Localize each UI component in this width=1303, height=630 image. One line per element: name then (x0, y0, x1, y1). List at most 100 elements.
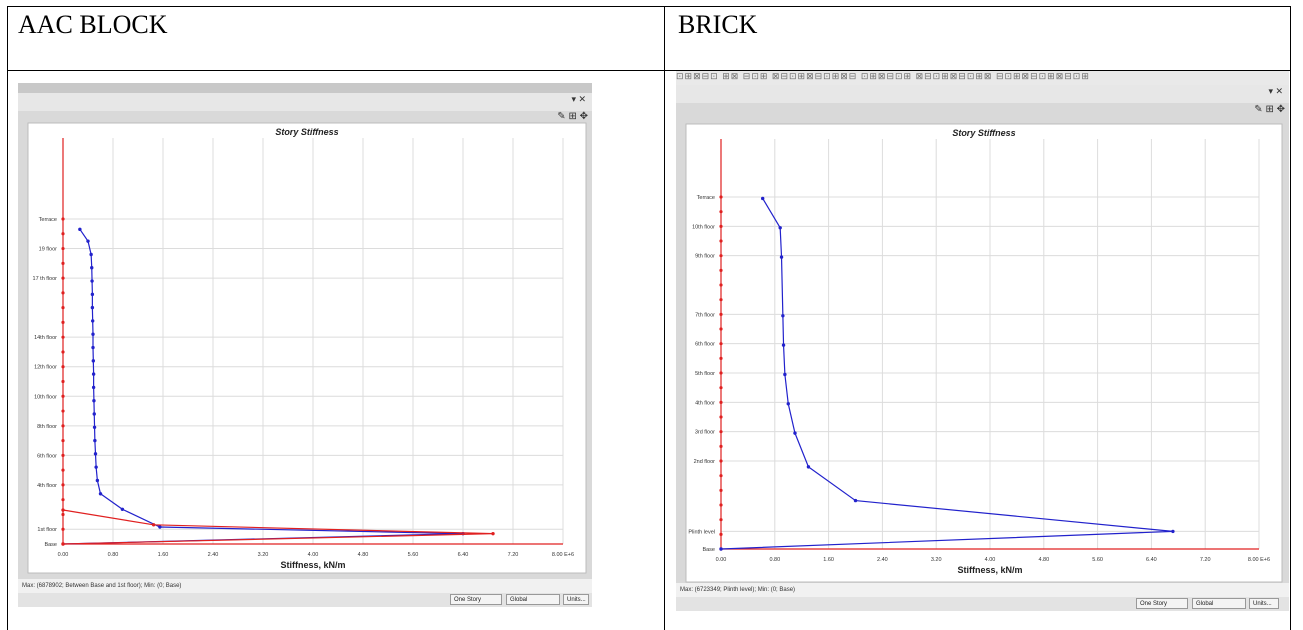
y-story-label: 2nd floor (694, 459, 716, 465)
data-point (93, 452, 98, 456)
story-marker (719, 210, 723, 214)
story-marker (61, 424, 65, 428)
x-tick-label: 4.00 (985, 557, 996, 563)
data-point (806, 465, 811, 469)
y-story-label: Base (44, 542, 57, 548)
data-point (78, 227, 82, 232)
pencil-icon[interactable]: ✎ ⊞ ✥ (557, 111, 588, 122)
x-tick-label: 8.00 E+6 (552, 552, 574, 558)
y-story-label: 7th floor (695, 312, 715, 318)
x-tick-label: 5.60 (1092, 557, 1103, 563)
table-border-mid (7, 70, 1290, 71)
y-story-label: Base (702, 547, 715, 553)
document-table: AAC BLOCK BRICK ▾ ✕ ✎ ⊞ ✥ Story Stiffnes… (0, 6, 1303, 630)
x-tick-label: 4.80 (1038, 557, 1049, 563)
story-marker (61, 468, 65, 472)
data-point (719, 547, 723, 551)
data-point (120, 507, 125, 511)
left-story-stiffness-chart: Story Stiffness 0.00 0.80 1.60 2.40 3.20 4.00 4… (27, 122, 587, 574)
story-marker (719, 298, 723, 302)
y-story-label: 9th floor (695, 254, 715, 260)
story-marker (719, 459, 723, 463)
table-border-top (7, 6, 1290, 7)
data-point (760, 196, 765, 201)
close-icon[interactable]: ▾ ✕ (1268, 86, 1283, 96)
y-story-label: 14th floor (34, 335, 57, 341)
y-story-label: 3rd floor (695, 430, 715, 436)
series-line (720, 198, 1173, 550)
story-marker (719, 415, 723, 419)
x-tick-label: 3.20 (258, 552, 269, 558)
story-marker (719, 518, 723, 522)
plot-area (27, 122, 587, 574)
data-point (786, 402, 790, 406)
data-point (91, 332, 95, 336)
data-point (90, 305, 95, 310)
table-border-left (7, 6, 8, 630)
x-tick-label: 6.40 (458, 552, 469, 558)
y-story-label: 19 floor (39, 247, 58, 253)
y-story-label: Terrace (697, 195, 715, 201)
status-text: Max: (6723349; Plinth level); Min: (0; B… (676, 583, 1289, 597)
data-point (89, 252, 93, 257)
data-point (91, 372, 96, 376)
story-marker (61, 409, 65, 413)
y-story-label: Plinth level (688, 529, 715, 535)
story-marker (61, 365, 65, 369)
close-icon[interactable]: ▾ ✕ (571, 94, 586, 104)
data-point (151, 523, 156, 527)
x-tick-label: 0.00 (716, 557, 727, 563)
x-tick-label: 0.00 (58, 552, 69, 558)
one-story-dropdown[interactable]: One Story (1136, 598, 1188, 609)
story-marker (719, 268, 723, 272)
right-chart-window: ⊡⊞⊠⊟⊡ ⊞⊠ ⊟⊡⊞ ⊠⊟⊡⊞⊠⊟⊡⊞⊠⊟ ⊡⊞⊠⊟⊡⊞ ⊠⊟⊡⊞⊠⊟⊡⊞⊠… (676, 71, 1289, 611)
story-marker (61, 498, 65, 502)
y-story-label: 10th floor (34, 394, 57, 400)
plot-area (685, 123, 1283, 583)
data-point (92, 399, 96, 403)
story-marker (719, 312, 723, 316)
x-axis-label: Stiffness, kN/m (280, 560, 345, 570)
x-tick-label: 7.20 (508, 552, 519, 558)
x-axis-label: Stiffness, kN/m (957, 565, 1022, 575)
data-point (491, 531, 495, 536)
data-point (781, 343, 786, 347)
story-marker (61, 217, 65, 221)
story-marker (61, 276, 65, 280)
right-column-header: BRICK (678, 10, 758, 39)
data-point (793, 431, 797, 435)
global-dropdown[interactable]: Global (1192, 598, 1246, 609)
story-marker (61, 512, 65, 517)
series-line (79, 229, 464, 535)
pencil-icon[interactable]: ✎ ⊞ ✥ (1254, 104, 1285, 115)
units-button[interactable]: Units... (563, 594, 589, 605)
bottom-bar: One Story Global Units... (676, 597, 1289, 611)
x-tick-label: 4.80 (358, 552, 369, 558)
data-point (90, 266, 94, 270)
x-tick-label: 6.40 (1146, 557, 1157, 563)
data-point (783, 372, 787, 377)
window-toolbar (18, 93, 592, 111)
story-marker (61, 527, 65, 531)
y-story-label: 5th floor (695, 371, 715, 377)
story-marker (61, 379, 65, 384)
story-marker (719, 254, 723, 258)
data-point (90, 279, 94, 283)
story-marker (61, 320, 65, 325)
story-marker (61, 394, 65, 398)
left-chart-window: ▾ ✕ ✎ ⊞ ✥ Story Stiffness 0.00 0.80 1.60 2.4… (18, 83, 592, 607)
story-marker (719, 283, 723, 287)
one-story-dropdown[interactable]: One Story (450, 594, 502, 605)
y-story-label: 4th floor (695, 400, 715, 406)
global-dropdown[interactable]: Global (506, 594, 560, 605)
story-marker (61, 483, 65, 487)
data-point (158, 525, 162, 529)
y-story-label: 10th floor (692, 224, 715, 230)
y-story-label: 4th floor (37, 483, 57, 489)
app-toolbar[interactable]: ⊡⊞⊠⊟⊡ ⊞⊠ ⊟⊡⊞ ⊠⊟⊡⊞⊠⊟⊡⊞⊠⊟ ⊡⊞⊠⊟⊡⊞ ⊠⊟⊡⊞⊠⊟⊡⊞⊠… (676, 71, 1289, 85)
data-point (98, 492, 103, 496)
units-button[interactable]: Units... (1249, 598, 1279, 609)
data-point (1171, 529, 1175, 534)
y-story-label: 6th floor (37, 453, 57, 459)
y-story-label: 17 th floor (33, 276, 58, 282)
